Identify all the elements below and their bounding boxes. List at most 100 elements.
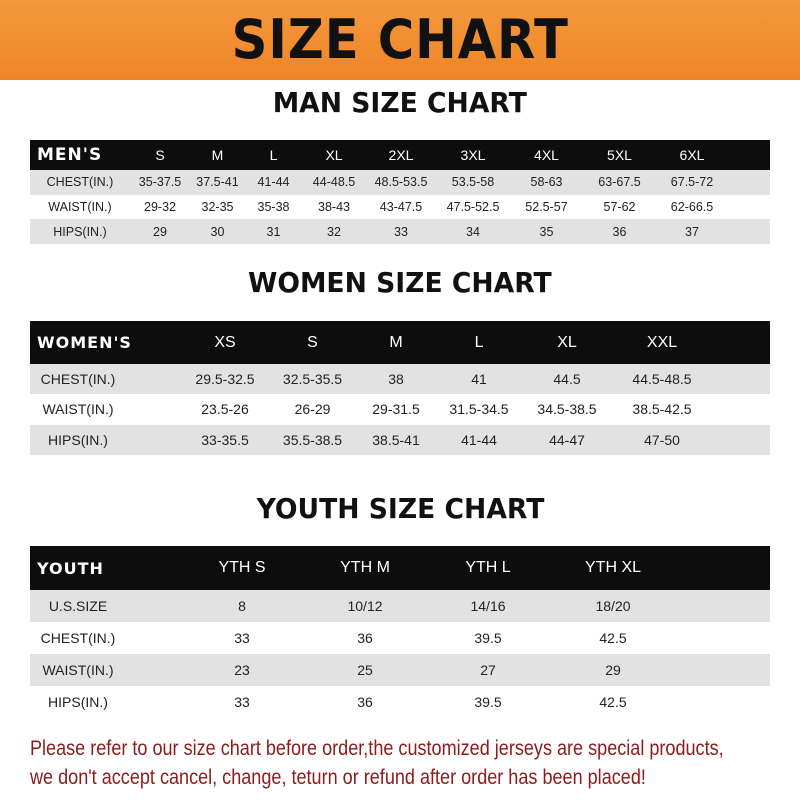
measurement-cell: 38-43 xyxy=(318,200,350,215)
table-row: HIPS(IN.) 33-35.5 35.5-38.5 38.5-41 41-44 44-… xyxy=(30,424,771,455)
filler-cell xyxy=(711,364,771,395)
spacer-cell xyxy=(126,394,180,424)
size-column-header: L xyxy=(245,140,302,170)
measurement-cell: 30 xyxy=(190,219,245,245)
measurement-cell: 37.5-41 xyxy=(190,170,245,195)
measurement-cell: 42.5 xyxy=(599,630,627,646)
measurement-cell: 41 xyxy=(437,364,522,395)
table-header-row: MEN'S S M L XL 2XL 3XL 4XL 5XL 6XL xyxy=(30,140,770,170)
measurement-cell: 48.5-53.5 xyxy=(366,170,436,195)
measurement-cell: 32 xyxy=(302,219,366,245)
measurement-cell: 47-50 xyxy=(613,424,712,455)
size-column-header: YTH L xyxy=(426,546,551,590)
row-label: WAIST(IN.) xyxy=(42,401,114,418)
spacer-cell xyxy=(126,686,180,718)
size-column-header: M xyxy=(355,321,438,364)
row-label: HIPS(IN.) xyxy=(30,424,126,455)
measurement-cell: 18/20 xyxy=(550,590,677,622)
measurement-cell: 39.5 xyxy=(474,694,502,710)
men-title-text: MAN SIZE CHART xyxy=(272,86,528,119)
size-column-header: 5XL xyxy=(583,140,656,170)
table-row: U.S.SIZE 8 10/12 14/16 18/20 xyxy=(30,590,771,622)
spacer-cell xyxy=(126,622,180,654)
size-column-header: YTH XL xyxy=(550,546,677,590)
filler-cell xyxy=(711,394,770,424)
measurement-cell: 31 xyxy=(245,219,302,245)
row-label: WAIST(IN.) xyxy=(48,200,112,215)
measurement-cell: 32.5-35.5 xyxy=(270,364,356,395)
measurement-cell: 29-31.5 xyxy=(372,401,420,418)
measurement-cell: 42.5 xyxy=(599,694,627,710)
filler-cell xyxy=(711,424,771,455)
measurement-cell: 23.5-26 xyxy=(201,401,249,418)
size-chart-banner: SIZE CHART xyxy=(0,0,800,80)
women-title-text: WOMEN SIZE CHART xyxy=(248,266,552,299)
filler-cell xyxy=(728,170,770,195)
size-column-header: 2XL xyxy=(366,140,436,170)
measurement-cell: 33 xyxy=(234,630,250,646)
notice-line-1: Please refer to our size chart before or… xyxy=(30,737,724,760)
measurement-cell: 33 xyxy=(366,219,436,245)
measurement-cell: 27 xyxy=(426,654,551,686)
measurement-cell: 29 xyxy=(130,219,190,245)
table-header-row: YOUTH YTH S YTH M YTH L YTH XL xyxy=(30,546,771,590)
measurement-cell: 35-38 xyxy=(257,200,290,215)
measurement-cell: 38 xyxy=(355,364,438,395)
filler-cell xyxy=(676,590,771,622)
table-row: CHEST(IN.) 29.5-32.5 32.5-35.5 38 41 44.5 44.5… xyxy=(30,364,771,395)
measurement-cell: 44.5 xyxy=(521,364,614,395)
measurement-cell: 29-32 xyxy=(144,200,176,215)
filler-cell xyxy=(676,622,770,654)
table-row: WAIST(IN.) 23.5-26 26-29 29-31.5 31.5-34.5 34… xyxy=(30,394,770,424)
size-column-header: 4XL xyxy=(510,140,583,170)
measurement-cell: 8 xyxy=(180,590,305,622)
measurement-cell: 14/16 xyxy=(426,590,551,622)
row-label: WAIST(IN.) xyxy=(30,654,126,686)
table-corner-label: WOMEN'S xyxy=(30,321,181,364)
measurement-cell: 31.5-34.5 xyxy=(449,401,509,418)
filler-cell xyxy=(711,321,771,364)
size-column-header: XXL xyxy=(613,321,712,364)
table-header-row: WOMEN'S XS S M L XL XXL xyxy=(30,321,771,364)
filler-cell xyxy=(728,219,770,245)
size-column-header: S xyxy=(270,321,356,364)
measurement-cell: 53.5-58 xyxy=(436,170,510,195)
measurement-cell: 33 xyxy=(234,694,250,710)
size-column-header: XL xyxy=(521,321,614,364)
measurement-cell: 33-35.5 xyxy=(180,424,271,455)
men-section-title: MAN SIZE CHART xyxy=(0,86,800,119)
measurement-cell: 34 xyxy=(436,219,510,245)
measurement-cell: 41-44 xyxy=(437,424,522,455)
measurement-cell: 38.5-41 xyxy=(355,424,438,455)
measurement-cell: 36 xyxy=(357,694,373,710)
filler-cell xyxy=(728,140,770,170)
size-column-header: XS xyxy=(180,321,271,364)
row-label: CHEST(IN.) xyxy=(30,170,130,195)
measurement-cell: 58-63 xyxy=(510,170,583,195)
measurement-cell: 44-48.5 xyxy=(302,170,366,195)
measurement-cell: 36 xyxy=(583,219,656,245)
size-column-header: 6XL xyxy=(656,140,728,170)
measurement-cell: 34.5-38.5 xyxy=(537,401,597,418)
measurement-cell: 29.5-32.5 xyxy=(180,364,271,395)
measurement-cell: 23 xyxy=(180,654,305,686)
size-column-header: 3XL xyxy=(436,140,510,170)
measurement-cell: 41-44 xyxy=(245,170,302,195)
measurement-cell: 39.5 xyxy=(474,630,502,646)
row-label: HIPS(IN.) xyxy=(30,219,130,245)
table-row: WAIST(IN.) 23 25 27 29 xyxy=(30,654,771,686)
table-row: HIPS(IN.) 33 36 39.5 42.5 xyxy=(30,686,770,718)
filler-cell xyxy=(676,546,771,590)
row-label: CHEST(IN.) xyxy=(30,364,126,395)
spacer-cell xyxy=(126,590,181,622)
table-row: WAIST(IN.) 29-32 32-35 35-38 38-43 43-47.5 47.… xyxy=(30,195,770,220)
filler-cell xyxy=(676,686,770,718)
youth-title-text: YOUTH SIZE CHART xyxy=(256,492,544,525)
measurement-cell: 44.5-48.5 xyxy=(613,364,712,395)
table-row: CHEST(IN.) 35-37.5 37.5-41 41-44 44-48.5 48.5… xyxy=(30,170,770,195)
row-label: CHEST(IN.) xyxy=(40,630,116,646)
measurement-cell: 35 xyxy=(510,219,583,245)
youth-size-table: YOUTH YTH S YTH M YTH L YTH XL U.S.SIZE 8 10/12… xyxy=(30,546,771,718)
measurement-cell: 52.5-57 xyxy=(525,200,568,215)
table-corner-label: YOUTH xyxy=(30,546,181,590)
